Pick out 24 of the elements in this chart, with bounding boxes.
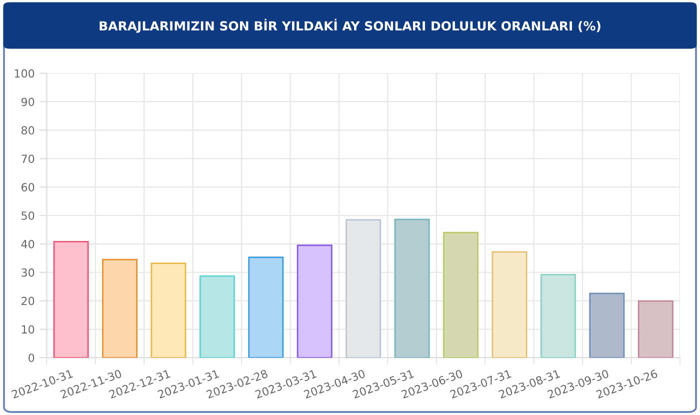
bar <box>492 251 528 358</box>
y-tick-label: 80 <box>22 126 34 135</box>
y-tick-label: 0 <box>28 354 34 362</box>
bar <box>199 275 235 358</box>
bar <box>248 256 284 358</box>
y-tick-label: 10 <box>22 325 34 334</box>
y-tick-label: 50 <box>22 211 34 220</box>
y-tick-label: 100 <box>14 69 34 78</box>
bar <box>540 274 576 358</box>
bar <box>589 292 625 358</box>
y-tick-label: 90 <box>21 98 34 106</box>
y-tick-label: 60 <box>22 183 34 192</box>
bar <box>638 300 674 358</box>
bar <box>296 244 332 358</box>
bar <box>150 262 186 358</box>
bar <box>394 218 430 358</box>
bar <box>102 258 138 358</box>
y-tick-label: 30 <box>22 268 34 277</box>
y-tick-label: 70 <box>22 154 34 163</box>
y-tick-label: 20 <box>22 296 34 306</box>
y-tick-label: 40 <box>21 240 34 248</box>
chart-title: BARAJLARIMIZIN SON BİR YILDAKİ AY SONLARI DOLULUK ORANLARI (%) <box>100 18 600 33</box>
bar <box>443 232 479 358</box>
bar <box>53 240 89 358</box>
